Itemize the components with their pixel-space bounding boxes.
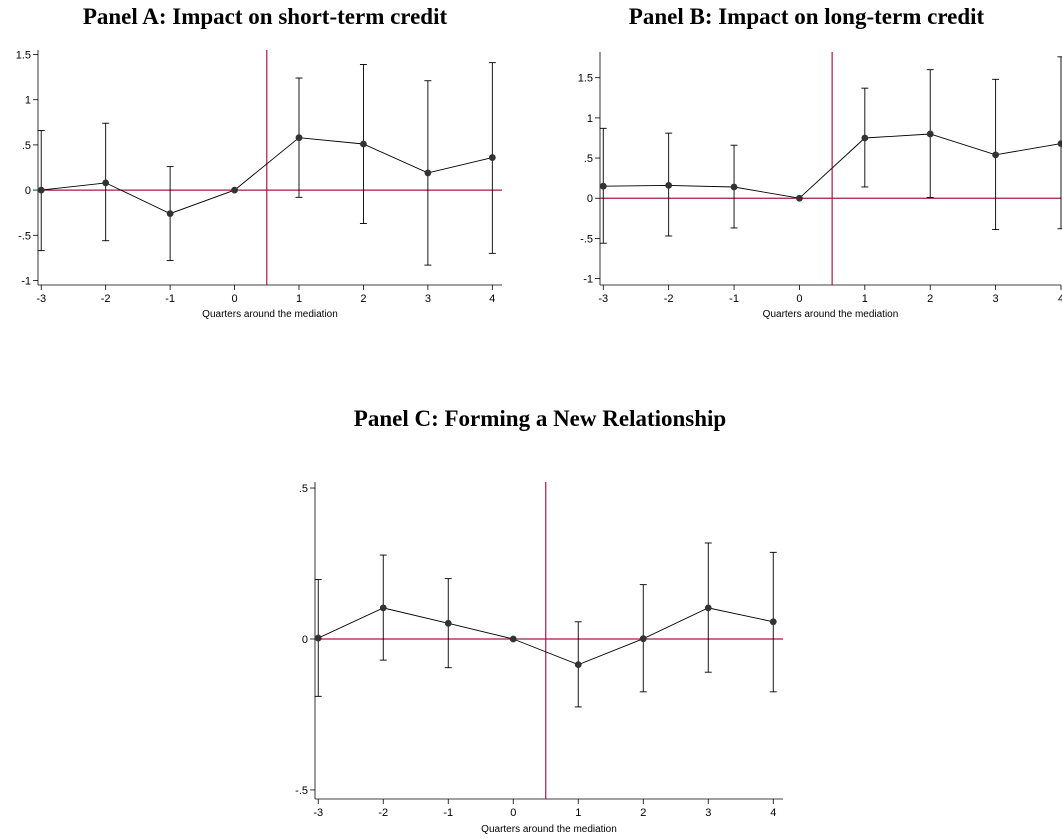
data-point (665, 181, 673, 189)
x-tick-label: -3 (36, 293, 46, 305)
data-point (639, 635, 647, 643)
x-tick-label: 2 (640, 807, 646, 819)
y-tick-label: 1.5 (16, 50, 31, 62)
data-point (424, 169, 432, 177)
x-tick-label: 0 (796, 293, 802, 305)
panel-b: Panel B: Impact on long-term credit -1 -.… (531, 0, 1062, 380)
y-tick-label: -1 (583, 274, 593, 286)
data-point (509, 635, 517, 643)
data-point (379, 604, 387, 612)
panel-a-chart: -1 -.5 0 .5 1 1.5 -3 -2 -1 0 1 2 3 4 Quarters around t… (16, 50, 502, 320)
y-tick-label: -1 (21, 275, 31, 287)
x-tick-label: 3 (993, 293, 999, 305)
data-point (574, 661, 582, 669)
x-tick-label: 2 (927, 293, 933, 305)
y-tick-label: .5 (299, 483, 308, 495)
data-point (360, 140, 367, 148)
y-tick-label: 0 (587, 193, 593, 205)
y-tick-label: 1 (587, 113, 593, 125)
data-point (1057, 140, 1062, 147)
x-axis-label: Quarters around the mediation (763, 309, 899, 320)
x-tick-label: 3 (425, 293, 431, 305)
series-line (603, 133, 1062, 199)
data-point (769, 618, 777, 626)
x-tick-label: 1 (862, 293, 868, 305)
data-point (861, 134, 869, 142)
panel-c-chart: -.5 0 .5 -3 -2 -1 0 1 2 3 4 Quarters around the med… (295, 482, 783, 835)
data-point (730, 183, 738, 191)
y-tick-label: .5 (584, 153, 593, 165)
data-point (599, 182, 607, 190)
y-tick-label: .5 (22, 140, 31, 152)
x-tick-label: 3 (705, 807, 711, 819)
panel-a-title: Panel A: Impact on short-term credit (82, 4, 448, 29)
data-point (488, 154, 496, 161)
data-point (295, 134, 303, 142)
x-tick-label: 0 (510, 807, 516, 819)
x-axis-label: Quarters around the mediation (481, 824, 617, 835)
data-point (231, 186, 238, 194)
y-tick-label: -.5 (580, 233, 593, 245)
x-tick-label: 1 (296, 293, 302, 305)
y-tick-label: -.5 (295, 785, 308, 797)
x-tick-label: -1 (443, 807, 453, 819)
x-tick-label: -3 (313, 807, 323, 819)
x-tick-label: 4 (489, 293, 495, 305)
panel-b-chart: -1 -.5 0 .5 1 1.5 -3 -2 -1 0 1 2 3 4 Quarters around t… (578, 52, 1062, 320)
y-tick-label: 1 (25, 95, 31, 107)
data-point (102, 179, 110, 187)
data-point (444, 619, 452, 627)
y-tick-label: 0 (25, 185, 31, 197)
x-axis-label: Quarters around the mediation (202, 309, 338, 320)
x-tick-label: 4 (1058, 293, 1062, 305)
x-tick-label: -2 (101, 293, 111, 305)
data-point (37, 186, 45, 194)
x-tick-label: 4 (770, 807, 776, 819)
y-tick-label: -.5 (18, 230, 31, 242)
x-tick-label: 1 (575, 807, 581, 819)
y-tick-label: 0 (302, 634, 308, 646)
x-tick-label: 2 (360, 293, 366, 305)
x-tick-label: -1 (165, 293, 175, 305)
panel-a: Panel A: Impact on short-term credit -1-… (0, 0, 530, 380)
x-tick-label: 0 (231, 293, 237, 305)
x-tick-label: -2 (378, 807, 388, 819)
data-point (992, 151, 1000, 159)
series-line (318, 607, 774, 666)
data-point (926, 130, 934, 138)
x-tick-label: -3 (598, 293, 608, 305)
x-tick-label: -1 (729, 293, 739, 305)
y-tick-label: 1.5 (578, 73, 593, 85)
data-point (166, 210, 174, 217)
x-tick-label: -2 (664, 293, 674, 305)
panel-b-title: Panel B: Impact on long-term credit (628, 4, 985, 29)
data-point (704, 604, 712, 612)
data-point (314, 634, 322, 642)
data-point (796, 194, 803, 202)
panel-c: Panel C: Forming a New Relationship -.5 0… (260, 400, 820, 839)
panel-c-title: Panel C: Forming a New Relationship (353, 406, 727, 431)
series-line (41, 137, 493, 215)
